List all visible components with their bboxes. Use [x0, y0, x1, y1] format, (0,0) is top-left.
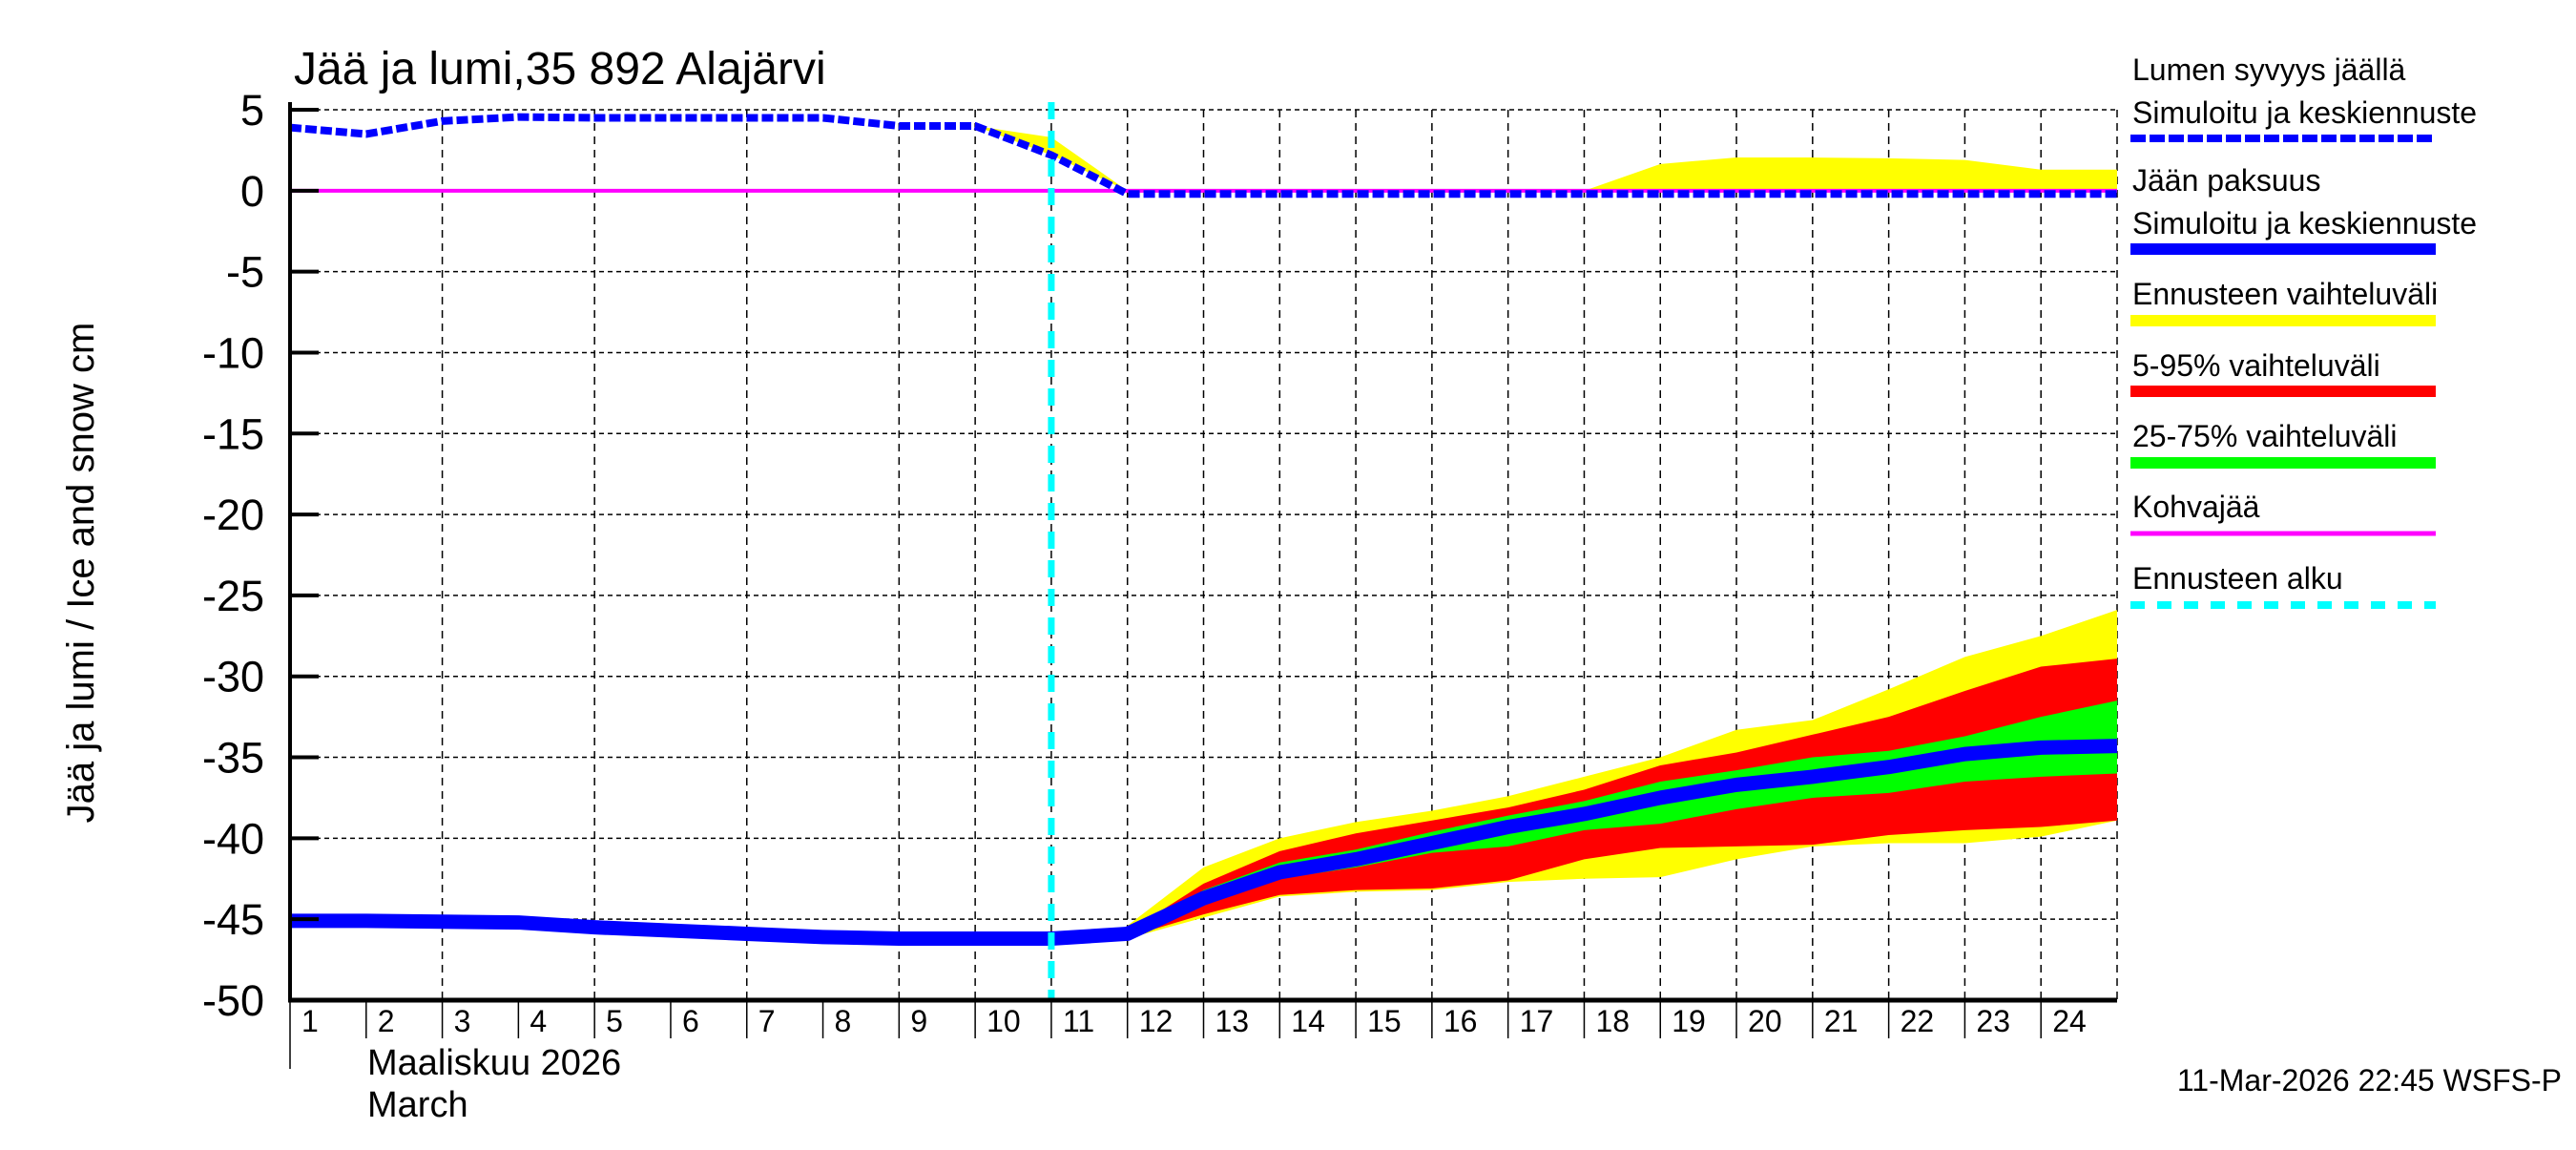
y-tick-label: -10	[202, 328, 264, 377]
x-tick-label: 18	[1595, 1004, 1630, 1038]
x-tick-label: 24	[2052, 1004, 2087, 1038]
y-tick-label: -25	[202, 572, 264, 620]
y-tick-label: -5	[226, 248, 264, 297]
legend-label: 25-75% vaihteluväli	[2132, 419, 2398, 453]
x-tick-label: 3	[454, 1004, 471, 1038]
series-lines	[289, 102, 2118, 1000]
ice-25-75-band	[1127, 700, 2117, 936]
x-tick-label: 22	[1901, 1004, 1935, 1038]
x-axis-label-fi: Maaliskuu 2026	[367, 1043, 621, 1083]
x-tick-label: 11	[1063, 1004, 1094, 1038]
chart-title: Jää ja lumi,35 892 Alajärvi	[294, 44, 826, 94]
y-tick-label: -15	[202, 409, 264, 458]
x-tick-label: 2	[378, 1004, 395, 1038]
x-tick-label: 5	[606, 1004, 623, 1038]
legend-label: Ennusteen alku	[2132, 561, 2343, 596]
y-tick-label: 0	[240, 167, 264, 216]
legend-label: 5-95% vaihteluväli	[2132, 348, 2380, 383]
x-tick-label: 14	[1291, 1004, 1325, 1038]
legend-label: Lumen syvyys jäällä	[2132, 52, 2406, 87]
y-tick-label: -35	[202, 734, 264, 783]
x-tick-label: 9	[910, 1004, 927, 1038]
x-tick-label: 4	[530, 1004, 547, 1038]
y-tick-label: -30	[202, 653, 264, 701]
y-axis-label: Jää ja lumi / Ice and snow cm	[60, 323, 102, 824]
snow-depth-line	[289, 113, 2117, 199]
x-tick-label: 10	[987, 1004, 1021, 1038]
legend: Lumen syvyys jäällä Simuloitu ja keskienn…	[2130, 52, 2477, 609]
legend-sublabel: Simuloitu ja keskiennuste	[2132, 206, 2477, 240]
x-tick-label: 12	[1139, 1004, 1174, 1038]
y-tick-label: -50	[202, 976, 264, 1025]
x-tick-label: 6	[682, 1004, 699, 1038]
legend-label: Ennusteen vaihteluväli	[2132, 277, 2438, 311]
x-tick-label: 15	[1367, 1004, 1402, 1038]
x-tick-label: 19	[1672, 1004, 1706, 1038]
x-tick-label: 13	[1215, 1004, 1250, 1038]
legend-label: Jään paksuus	[2132, 163, 2320, 198]
axes: 50-5-10-15-20-25-30-35-40-45-50 1 2 3 4 5 6 7 8 9…	[202, 86, 2117, 1069]
x-tick-label: 1	[301, 1004, 319, 1038]
timestamp: 11-Mar-2026 22:45 WSFS-P	[2177, 1063, 2562, 1098]
y-tick-label: 5	[240, 86, 264, 135]
x-axis-label-en: March	[367, 1085, 468, 1125]
y-tick-label: -45	[202, 895, 264, 944]
grid	[290, 109, 2118, 1000]
ice-thickness-line	[290, 739, 2118, 947]
legend-label: Kohvajää	[2132, 490, 2260, 524]
snow-forecast-range-band	[975, 125, 2117, 191]
x-tick-label: 16	[1444, 1004, 1478, 1038]
x-tick-label: 8	[835, 1004, 852, 1038]
x-tick-label: 23	[1976, 1004, 2010, 1038]
x-tick-label: 7	[758, 1004, 776, 1038]
legend-sublabel: Simuloitu ja keskiennuste	[2132, 95, 2477, 130]
y-tick-label: -40	[202, 814, 264, 863]
x-tick-label: 17	[1520, 1004, 1554, 1038]
x-tick-label: 20	[1748, 1004, 1782, 1038]
x-tick-label: 21	[1824, 1004, 1859, 1038]
y-tick-label: -20	[202, 491, 264, 539]
